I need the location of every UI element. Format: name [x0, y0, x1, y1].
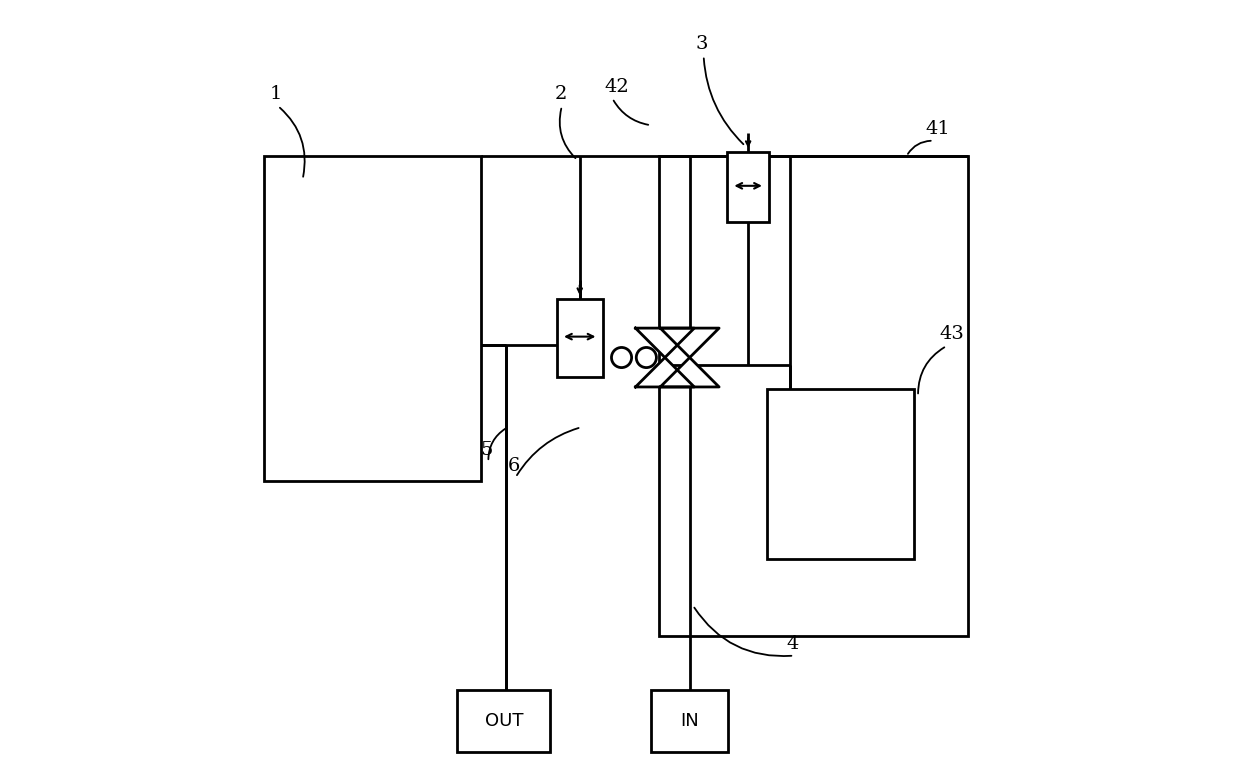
Bar: [458, 691, 551, 752]
Bar: [264, 156, 481, 482]
Bar: [557, 299, 603, 377]
Bar: [768, 388, 914, 559]
Text: OUT: OUT: [485, 713, 523, 730]
Bar: [727, 152, 770, 222]
Polygon shape: [635, 328, 694, 357]
Text: 2: 2: [554, 85, 567, 103]
Text: 3: 3: [696, 35, 708, 53]
Polygon shape: [660, 357, 719, 387]
Text: 4: 4: [786, 635, 799, 653]
Text: 43: 43: [939, 326, 963, 343]
Bar: [658, 156, 968, 636]
Text: 41: 41: [926, 120, 951, 138]
Text: IN: IN: [681, 713, 699, 730]
Polygon shape: [660, 328, 719, 357]
Bar: [651, 691, 728, 752]
Text: 42: 42: [605, 78, 629, 96]
Text: 5: 5: [481, 441, 494, 459]
Polygon shape: [635, 357, 694, 387]
Text: 6: 6: [507, 457, 520, 475]
Text: 1: 1: [270, 85, 283, 103]
